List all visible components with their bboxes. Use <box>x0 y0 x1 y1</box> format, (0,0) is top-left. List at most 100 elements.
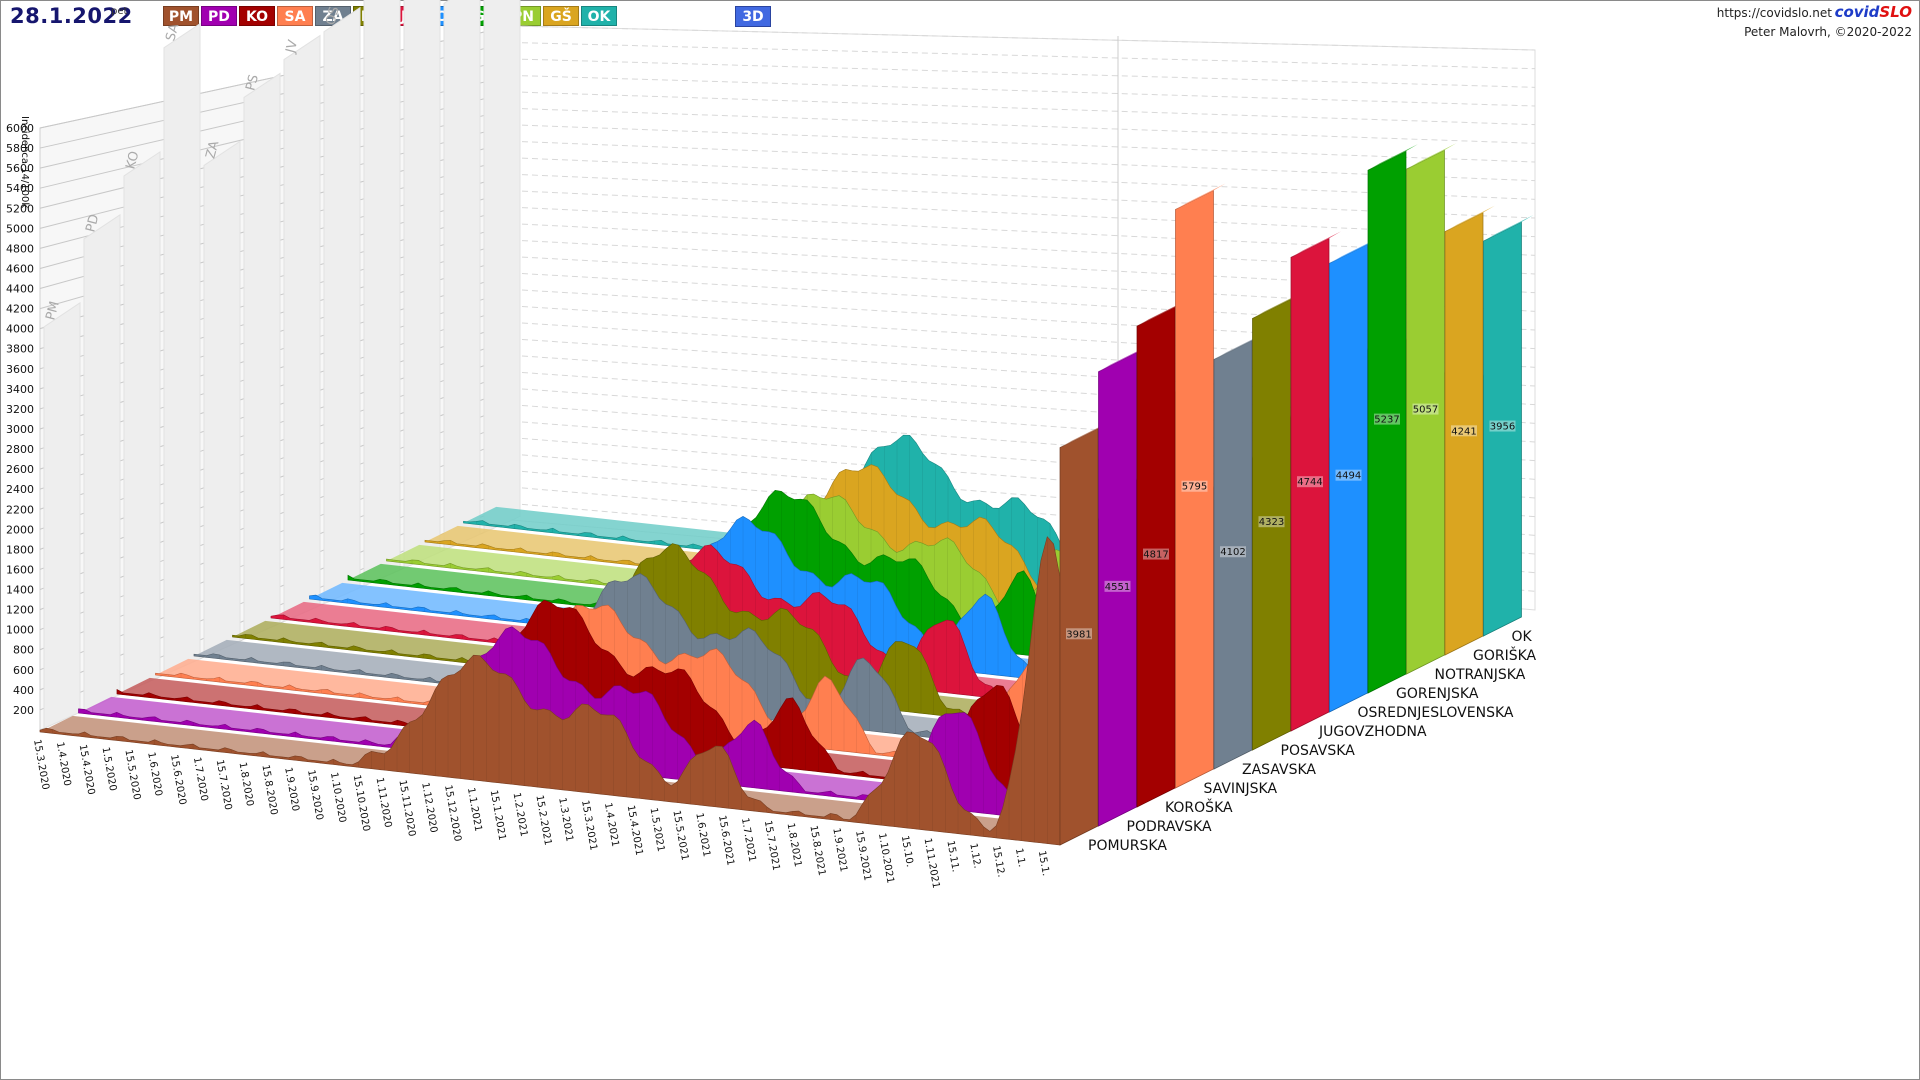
x-tick-label: 15.8.2020 <box>259 764 279 816</box>
bar-value-label: 4817 <box>1143 550 1168 561</box>
view-3d-button[interactable]: 3D <box>735 6 771 27</box>
x-tick-label: 1.5.2021 <box>648 807 667 853</box>
bar-value-label: 3956 <box>1490 422 1515 433</box>
y-tick-label: 2000 <box>6 523 34 536</box>
wall-bar-pd <box>83 213 121 712</box>
legend-pd[interactable]: PD <box>201 6 237 26</box>
y-tick-label: 4800 <box>6 242 34 255</box>
y-tick-label: 5200 <box>6 202 34 215</box>
x-tick-label: 1.8.2021 <box>785 822 804 868</box>
current-bars: 3981 4551 4817 5795 4102 4323 4744 4494 5237 5057… <box>1059 143 1534 846</box>
site-url[interactable]: https://covidslo.net <box>1716 6 1832 20</box>
wall-bar-pn <box>403 0 441 569</box>
wall-bar-sa <box>163 22 201 676</box>
bar-top <box>1098 345 1149 372</box>
x-tick-label: 15.11.2020 <box>396 779 417 837</box>
wall-bar-label: PD <box>83 213 102 234</box>
region-label: KOROŠKA <box>1165 798 1233 816</box>
gridline-back <box>511 91 1536 126</box>
y-tick-label: 1000 <box>6 624 34 637</box>
x-tick-label: 15.12.2020 <box>442 784 463 842</box>
gridline-back <box>511 25 1536 51</box>
x-tick-label: 15.2.2021 <box>533 794 553 846</box>
bar-value-bg <box>1335 469 1362 481</box>
y-tick-label: 600 <box>13 664 34 677</box>
bar-top <box>1445 205 1495 232</box>
wall-bar-ps <box>243 72 281 641</box>
bar-value-label: 3981 <box>1066 629 1091 640</box>
wall-bar-os <box>323 6 361 605</box>
x-tick-label: 15.5.2021 <box>670 809 690 861</box>
gridline-back <box>511 74 1536 107</box>
x-tick-label: 1.7.2020 <box>191 756 210 802</box>
bar-value-label: 5057 <box>1413 405 1438 416</box>
y-tick-label: 4400 <box>6 283 34 296</box>
bar-go: 5237 <box>1367 144 1418 694</box>
region-label: JUGOVZHODNA <box>1318 724 1427 740</box>
wall-bar-label: PS <box>243 73 262 92</box>
y-tick-label: 1600 <box>6 563 34 576</box>
x-tick-label: 1.9.2020 <box>282 766 301 812</box>
bar-value-label: 4744 <box>1297 477 1322 488</box>
y-tick-label: 5800 <box>6 142 34 155</box>
wall-bars: PMPDKOSAZAPSJVOSGOPNGŠOK <box>43 0 521 729</box>
y-tick-label: 5000 <box>6 222 34 235</box>
bar-ok: 3956 <box>1483 215 1534 637</box>
bar-top <box>1368 144 1418 171</box>
ribbon-pm <box>39 536 1093 846</box>
y-tick-label: 2200 <box>6 503 34 516</box>
x-tick-label: 1.12. <box>967 842 982 869</box>
report-date: 28.1.2022 <box>10 4 133 28</box>
bar-value-label: 5237 <box>1374 415 1399 426</box>
bar-ko: 4817 <box>1136 300 1187 808</box>
region-label: GORENJSKA <box>1396 686 1479 702</box>
y-tick-label: 1800 <box>6 543 34 556</box>
region-label: NOTRANJSKA <box>1435 667 1526 683</box>
y-tick-label: 4600 <box>6 262 34 275</box>
x-tick-label: 15.11. <box>944 840 960 873</box>
region-label: SAVINJSKA <box>1204 781 1278 797</box>
x-tick-label: 1.8.2020 <box>237 761 256 807</box>
y-tick-label: 200 <box>13 704 34 717</box>
bar-value-label: 4241 <box>1451 426 1476 437</box>
bar-top <box>1060 421 1110 448</box>
bar-value-label: 4323 <box>1259 517 1284 528</box>
y-tick-label: 400 <box>13 684 34 697</box>
x-tick-label: 1.6.2020 <box>145 751 164 797</box>
bar-value-label: 4551 <box>1105 582 1130 593</box>
x-tick-label: 15.6.2021 <box>716 815 736 867</box>
legend-pm[interactable]: PM <box>163 6 199 26</box>
bar-gš: 4241 <box>1444 205 1495 656</box>
bar-value-bg <box>1374 413 1400 425</box>
bar-value-label: 4494 <box>1336 471 1361 482</box>
gridline-back <box>511 58 1536 88</box>
region-label: OK <box>1512 629 1533 645</box>
x-tick-label: 1.5.2020 <box>100 746 119 792</box>
bar-top <box>1329 237 1380 264</box>
bar-jv: 4744 <box>1290 231 1341 732</box>
x-tick-label: 15.10.2020 <box>351 774 372 832</box>
legend-sa[interactable]: SA <box>277 6 313 26</box>
legend-ok[interactable]: OK <box>581 6 617 26</box>
wall-bar-label: PM <box>43 300 62 322</box>
legend-ko[interactable]: KO <box>239 6 275 26</box>
region-label: POMURSKA <box>1088 838 1167 854</box>
legend-gš[interactable]: GŠ <box>543 6 579 26</box>
y-tick-label: 4200 <box>6 303 34 316</box>
y-tick-label: 3000 <box>6 423 34 436</box>
x-tick-label: 15.10. <box>899 835 915 868</box>
bar-os: 4494 <box>1329 237 1380 713</box>
wall-bar-label: SA <box>163 22 182 43</box>
wall-bar-ko <box>123 150 161 694</box>
gridline-back <box>511 157 1536 200</box>
x-tick-label: 1.11.2020 <box>374 777 394 829</box>
wall-bar-label: OS <box>323 5 342 27</box>
bar-pd: 4551 <box>1098 345 1149 827</box>
y-tick-label: 2600 <box>6 463 34 476</box>
x-tick-label: 1.6.2021 <box>693 812 712 858</box>
wall-bar-gš <box>443 0 481 552</box>
x-tick-label: 1.10.2021 <box>876 832 896 884</box>
x-tick-label: 15.1.2021 <box>488 789 508 841</box>
